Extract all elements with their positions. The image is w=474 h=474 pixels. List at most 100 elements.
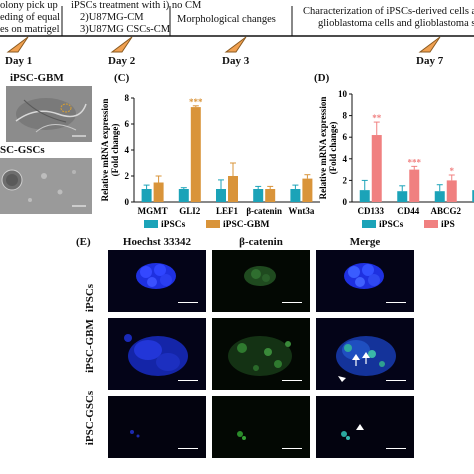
bar bbox=[141, 189, 152, 202]
row-ipsc-gscs-label: iPSC-GSCs bbox=[84, 390, 96, 446]
y-tick-label: 6 bbox=[125, 119, 130, 129]
arrow-icon bbox=[352, 354, 360, 360]
img-gscs-hoechst bbox=[108, 396, 206, 458]
y-tick-label: 8 bbox=[343, 111, 348, 121]
img-gbm-hoechst bbox=[108, 318, 206, 390]
day2-triangle-icon bbox=[110, 36, 133, 53]
y-tick-label: 6 bbox=[343, 132, 348, 142]
y-tick-label: 8 bbox=[125, 93, 130, 103]
chart-d: Relative mRNA expression (Fold change) 0 2 4… bbox=[318, 89, 474, 230]
img-ipscs-hoechst bbox=[108, 250, 206, 312]
day7-label: Day 7 bbox=[416, 55, 444, 67]
bar bbox=[228, 176, 238, 202]
bar bbox=[472, 190, 474, 202]
bar bbox=[153, 182, 164, 202]
y-axis-label: Relative mRNA expression bbox=[318, 97, 328, 200]
bar bbox=[265, 189, 276, 202]
bar bbox=[178, 189, 189, 202]
scale-bar bbox=[178, 448, 198, 449]
col-hoechst-label: Hoechst 33342 bbox=[122, 236, 192, 248]
scale-bar bbox=[386, 448, 406, 449]
bar bbox=[371, 135, 382, 202]
ipsc-gbm-label: iPSC-GBM bbox=[10, 72, 64, 84]
step1-line1: olony pick up bbox=[0, 0, 58, 11]
y-tick-label: 10 bbox=[338, 89, 348, 99]
legend-label: iPSC-GBM bbox=[223, 220, 269, 230]
panel-e-letter: (E) bbox=[76, 236, 91, 248]
ipsc-gbm-micrograph bbox=[6, 86, 92, 142]
scale-bar bbox=[282, 302, 302, 303]
img-ipscs-beta-catenin bbox=[212, 250, 310, 312]
col-beta-catenin-label: β-catenin bbox=[239, 236, 283, 248]
timeline-axis bbox=[0, 6, 474, 53]
bar bbox=[359, 190, 370, 202]
ipsc-gscs-label: SC-GSCs bbox=[0, 144, 45, 156]
y-tick-label: 0 bbox=[343, 197, 348, 207]
scale-bar bbox=[386, 302, 406, 303]
step2-line2: 2)U87MG-CM bbox=[80, 12, 144, 23]
category-label: MGMT bbox=[138, 206, 168, 216]
row-ipsc-gbm-label: iPSC-GBM bbox=[84, 319, 96, 373]
scale-bar bbox=[282, 448, 302, 449]
legend-swatch bbox=[424, 220, 438, 228]
bar bbox=[446, 180, 457, 202]
step2-line1: iPSCs treatment with i) no CM bbox=[71, 0, 202, 11]
significance-marker: ** bbox=[372, 113, 382, 123]
bar bbox=[397, 191, 408, 202]
day7-triangle-icon bbox=[418, 36, 441, 53]
bar bbox=[302, 178, 313, 202]
y-tick-label: 2 bbox=[343, 175, 348, 185]
y-tick-label: 4 bbox=[125, 145, 130, 155]
category-label: CD44 bbox=[397, 206, 419, 216]
day3-label: Day 3 bbox=[222, 55, 250, 67]
significance-marker: * bbox=[450, 166, 455, 176]
legend-swatch bbox=[206, 220, 220, 228]
bar bbox=[216, 189, 226, 202]
step1-line2: eding of equal bbox=[0, 12, 61, 23]
scale-bar bbox=[178, 380, 198, 381]
col-merge-label: Merge bbox=[349, 236, 381, 248]
category-label: GLI2 bbox=[179, 206, 201, 216]
legend-label: iPS bbox=[441, 220, 455, 230]
y-axis-label: Relative mRNA expression bbox=[100, 99, 110, 202]
img-gbm-beta-catenin bbox=[212, 318, 310, 390]
scale-bar bbox=[282, 380, 302, 381]
arrow-icon-4 bbox=[356, 424, 364, 430]
category-label: CD133 bbox=[358, 206, 385, 216]
bar bbox=[434, 191, 445, 202]
panel-c-letter: (C) bbox=[114, 72, 130, 84]
step4-line1: Characterization of iPSCs-derived cells … bbox=[303, 6, 474, 17]
legend-label: iPSCs bbox=[379, 220, 404, 230]
step3-text: Morphological changes bbox=[177, 14, 276, 25]
day1-label: Day 1 bbox=[5, 55, 33, 67]
step1-line3: es on matrigel bbox=[0, 24, 60, 35]
legend-swatch bbox=[362, 220, 376, 228]
panel-d-letter: (D) bbox=[314, 72, 330, 84]
bar bbox=[253, 189, 264, 202]
y-axis-label-line2: (Fold change) bbox=[110, 124, 120, 177]
step4-line2: glioblastoma cells and glioblastoma ste bbox=[318, 18, 474, 29]
legend-swatch bbox=[144, 220, 158, 228]
y-tick-label: 2 bbox=[125, 171, 130, 181]
scale-bar bbox=[178, 302, 198, 303]
y-tick-label: 0 bbox=[125, 197, 130, 207]
bar bbox=[190, 107, 201, 202]
day2-label: Day 2 bbox=[108, 55, 136, 67]
category-label: ABCG2 bbox=[430, 206, 461, 216]
significance-marker: *** bbox=[189, 97, 203, 107]
day3-triangle-icon bbox=[224, 36, 247, 53]
img-ipscs-merge bbox=[316, 250, 414, 312]
arrow-icon-2 bbox=[362, 352, 370, 358]
category-label: β-catenin bbox=[246, 206, 282, 216]
chart-c: Relative mRNA expression (Fold change) 0 2 4… bbox=[100, 93, 320, 230]
y-tick-label: 4 bbox=[343, 154, 348, 164]
ipsc-gscs-micrograph bbox=[0, 158, 92, 214]
significance-marker: *** bbox=[408, 157, 422, 167]
step2-line3: 3)U87MG CSCs-CM bbox=[80, 24, 171, 35]
phase-contrast-image-2 bbox=[0, 158, 92, 214]
legend-label: iPSCs bbox=[161, 220, 186, 230]
arrow-icon-3 bbox=[338, 376, 346, 382]
img-gscs-merge bbox=[316, 396, 414, 458]
y-axis-label-line2: (Fold change) bbox=[328, 122, 338, 175]
day1-triangle-icon bbox=[6, 36, 29, 53]
